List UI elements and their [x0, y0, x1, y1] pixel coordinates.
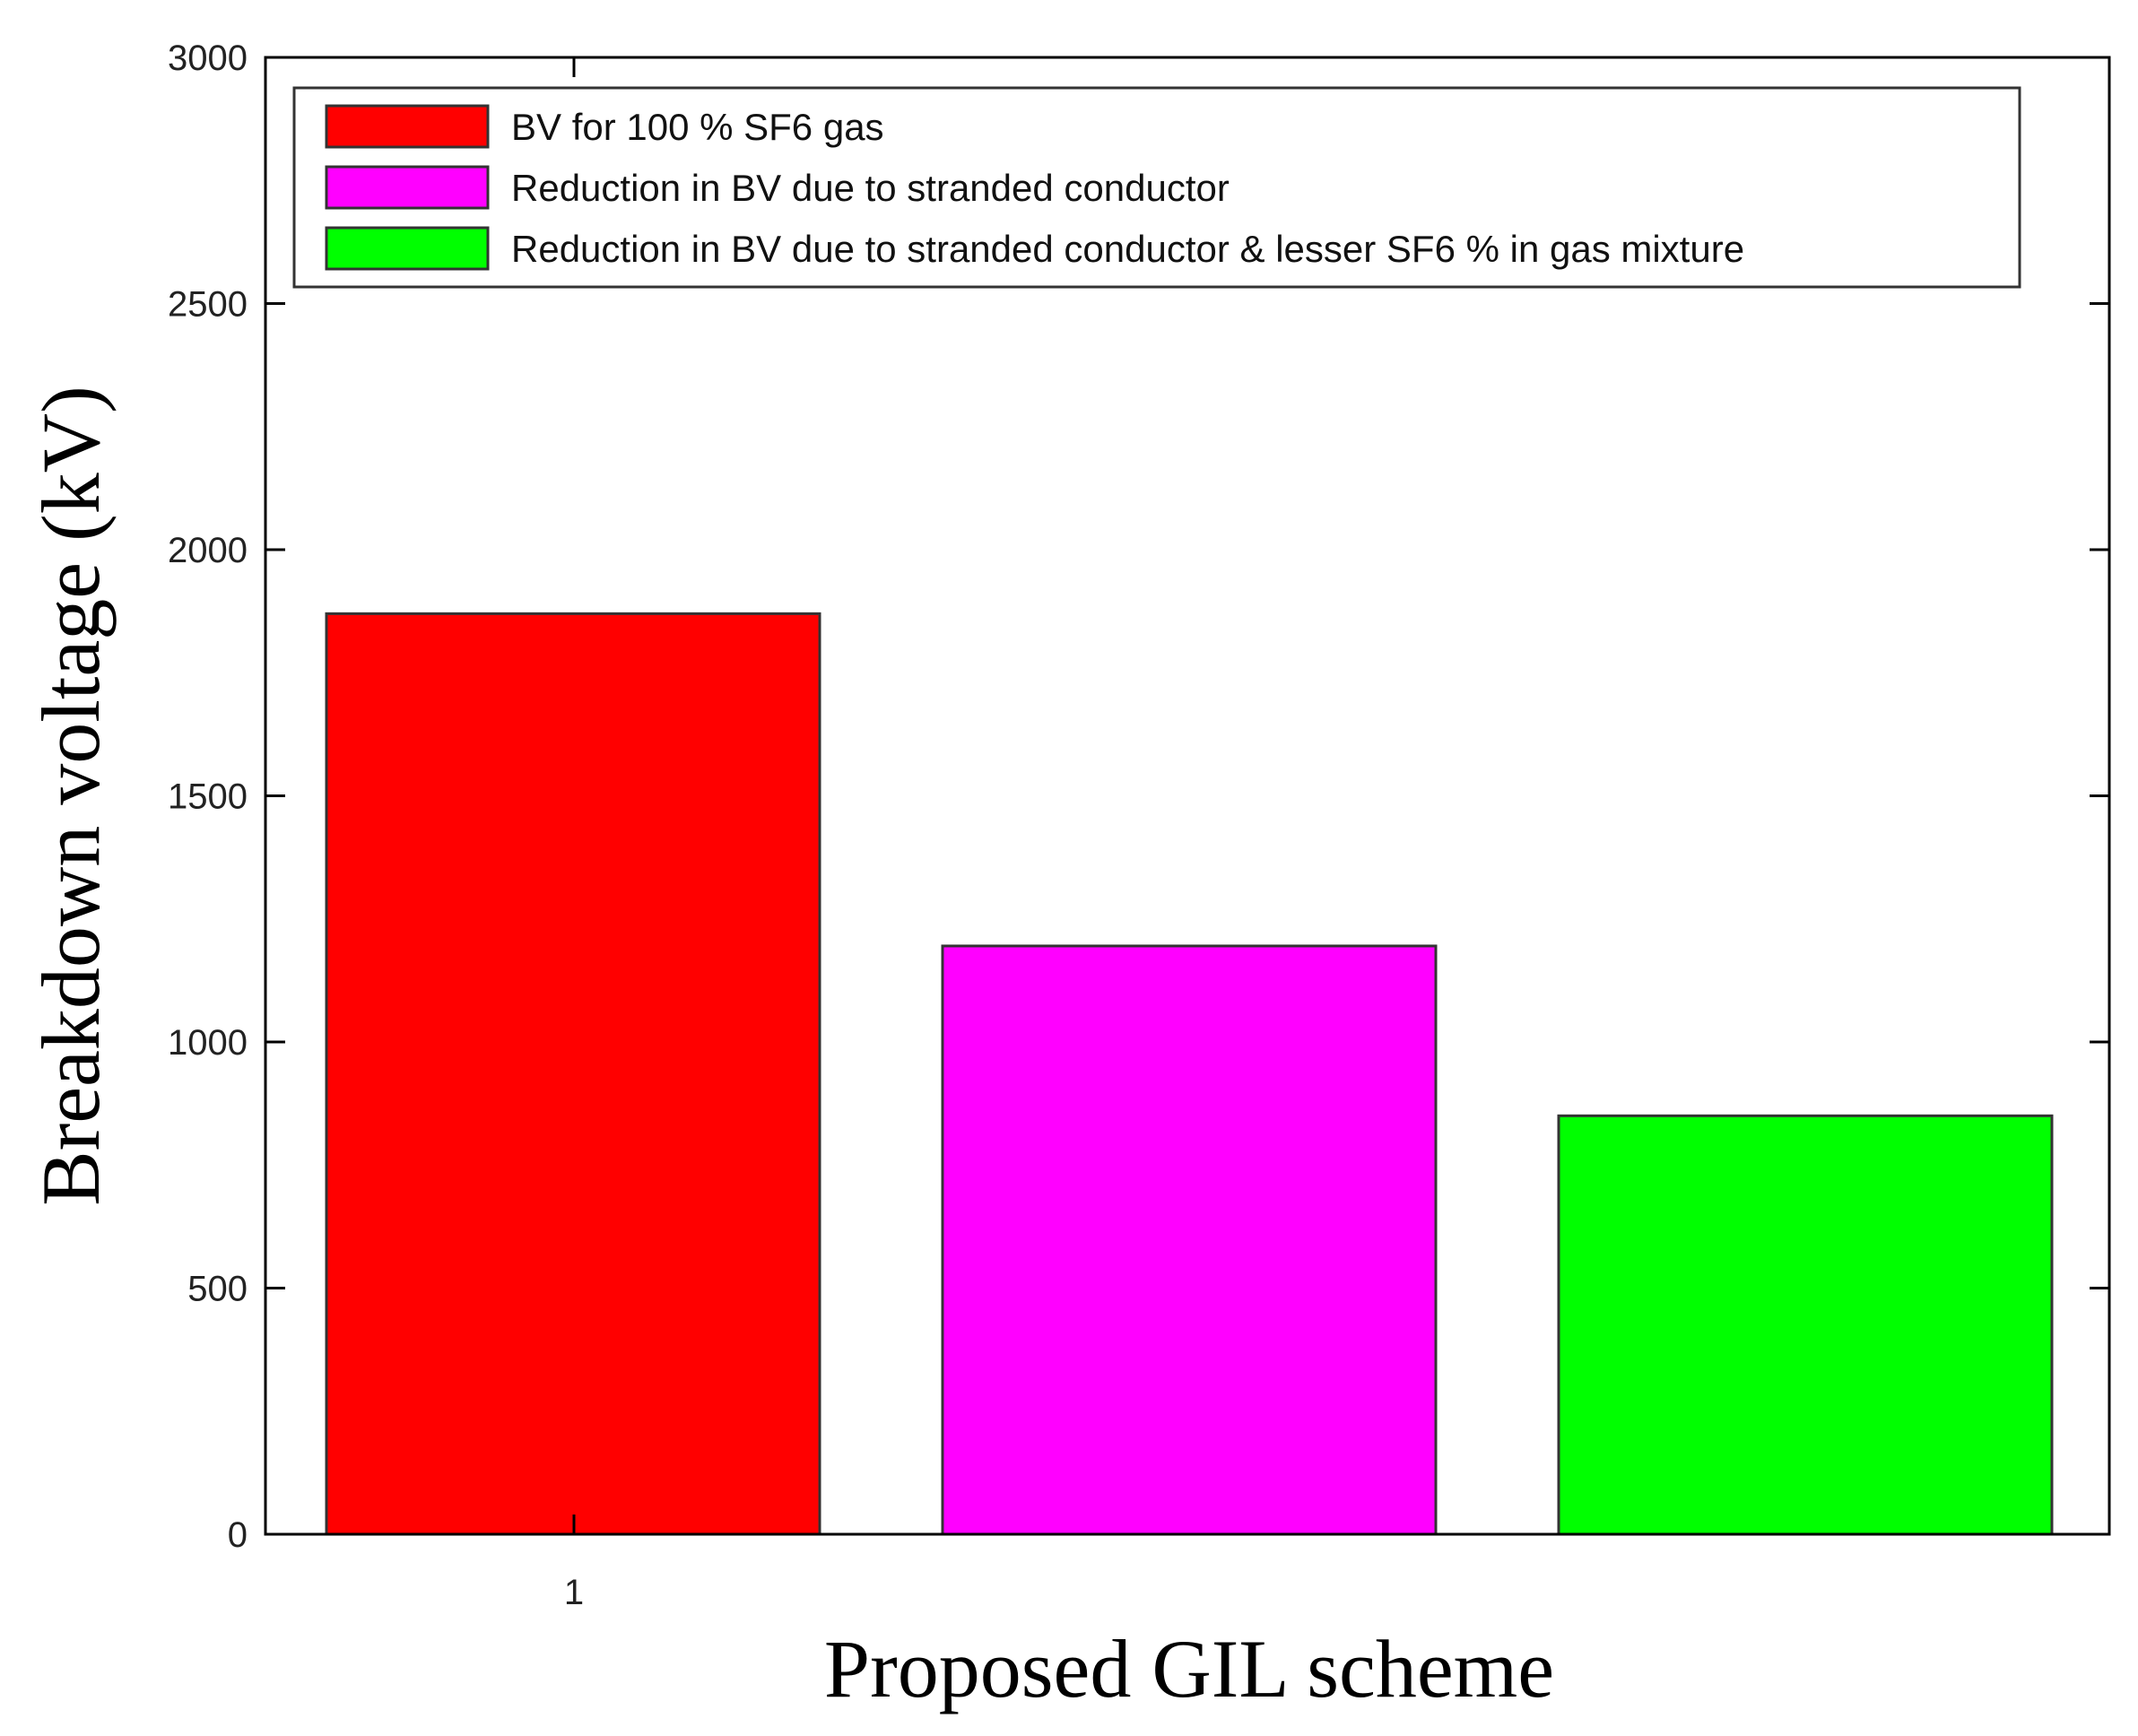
- y-tick-label: 500: [187, 1270, 248, 1309]
- y-tick-label: 0: [228, 1515, 248, 1555]
- bar-series-2: [941, 944, 1438, 1536]
- bars-layer: [325, 612, 2054, 1536]
- y-tick-label: 1000: [168, 1023, 248, 1063]
- legend-label-2: Reduction in BV due to stranded conducto…: [511, 167, 1230, 209]
- x-tick-label: 1: [564, 1573, 584, 1612]
- legend: BV for 100 % SF6 gas Reduction in BV due …: [292, 86, 2021, 289]
- y-tick-label: 2500: [168, 285, 248, 325]
- legend-entries: BV for 100 % SF6 gas Reduction in BV due …: [325, 104, 1744, 271]
- bar-series-1: [325, 612, 821, 1536]
- x-axis-title: Proposed GIL scheme: [824, 1623, 1554, 1714]
- legend-swatch-2: [325, 165, 490, 210]
- legend-label-3: Reduction in BV due to stranded conducto…: [511, 228, 1744, 270]
- y-tick-label: 3000: [168, 39, 248, 78]
- legend-swatch-3: [325, 226, 490, 271]
- legend-label-1: BV for 100 % SF6 gas: [511, 106, 884, 148]
- bar-series-3: [1557, 1114, 2054, 1536]
- legend-swatch-1: [325, 104, 490, 149]
- y-tick-label: 2000: [168, 531, 248, 570]
- y-axis-title: Breakdown voltage (kV): [25, 386, 117, 1206]
- ticks-layer: 0 500 1000 1500 2000 2500 3000 1: [168, 39, 2109, 1612]
- legend-box: [292, 86, 2021, 289]
- y-tick-label: 1500: [168, 777, 248, 817]
